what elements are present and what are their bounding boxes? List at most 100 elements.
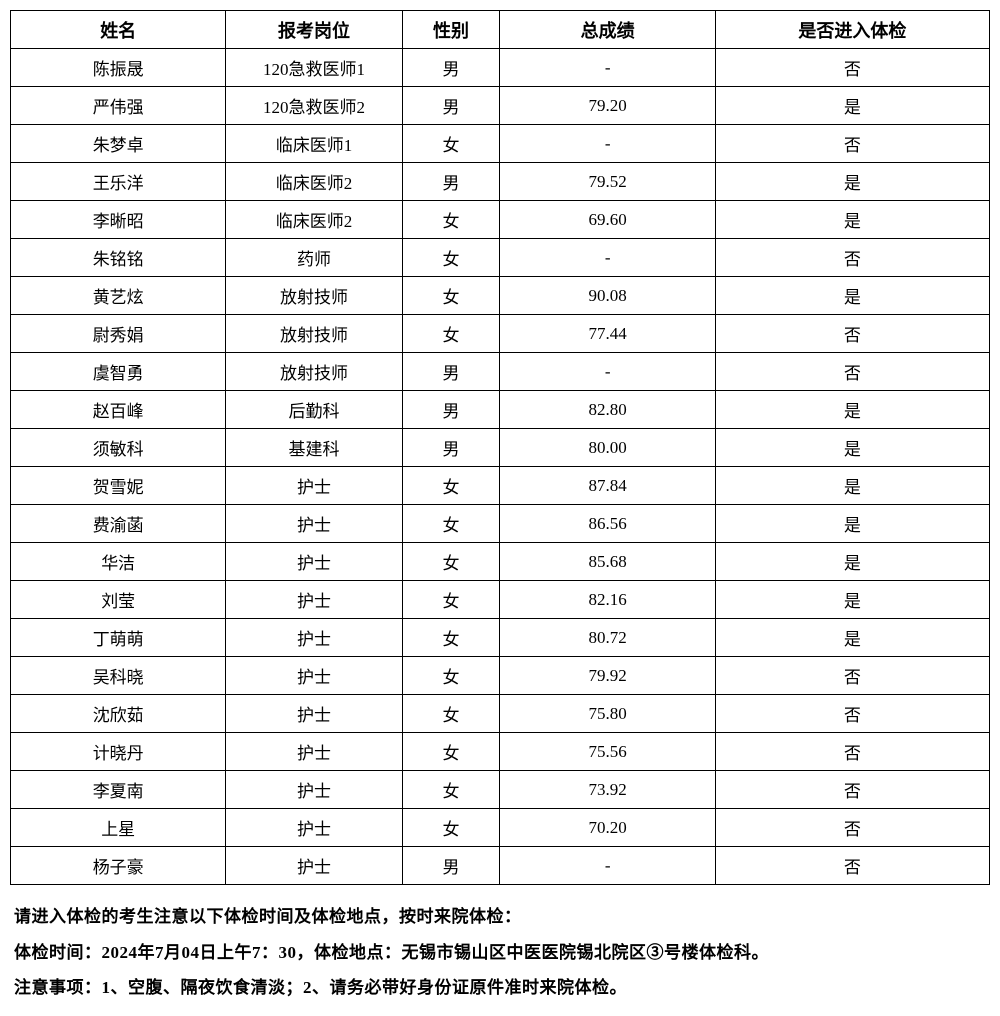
cell-name: 陈振晟: [11, 49, 226, 87]
cell-gender: 男: [402, 163, 500, 201]
cell-name: 贺雪妮: [11, 467, 226, 505]
cell-score: -: [500, 49, 715, 87]
cell-score: 79.92: [500, 657, 715, 695]
cell-position: 放射技师: [226, 315, 402, 353]
table-row: 沈欣茹护士女75.80否: [11, 695, 990, 733]
cell-result: 是: [715, 201, 989, 239]
col-header-name: 姓名: [11, 11, 226, 49]
cell-score: -: [500, 353, 715, 391]
cell-name: 刘莹: [11, 581, 226, 619]
cell-score: -: [500, 847, 715, 885]
table-row: 吴科晓护士女79.92否: [11, 657, 990, 695]
cell-result: 是: [715, 619, 989, 657]
cell-name: 朱铭铭: [11, 239, 226, 277]
cell-position: 护士: [226, 733, 402, 771]
table-row: 朱铭铭药师女-否: [11, 239, 990, 277]
cell-name: 严伟强: [11, 87, 226, 125]
cell-position: 护士: [226, 847, 402, 885]
cell-position: 120急救医师2: [226, 87, 402, 125]
cell-gender: 女: [402, 277, 500, 315]
table-row: 严伟强120急救医师2男79.20是: [11, 87, 990, 125]
cell-gender: 女: [402, 657, 500, 695]
notes-line-2: 体检时间：2024年7月04日上午7：30，体检地点：无锡市锡山区中医医院锡北院…: [14, 935, 990, 971]
table-row: 黄艺炫放射技师女90.08是: [11, 277, 990, 315]
col-header-result: 是否进入体检: [715, 11, 989, 49]
cell-name: 丁萌萌: [11, 619, 226, 657]
cell-score: 85.68: [500, 543, 715, 581]
cell-score: 90.08: [500, 277, 715, 315]
cell-name: 朱梦卓: [11, 125, 226, 163]
cell-position: 护士: [226, 467, 402, 505]
cell-result: 是: [715, 163, 989, 201]
cell-result: 否: [715, 657, 989, 695]
cell-score: 75.56: [500, 733, 715, 771]
cell-gender: 女: [402, 809, 500, 847]
cell-result: 是: [715, 581, 989, 619]
cell-position: 护士: [226, 505, 402, 543]
cell-score: 75.80: [500, 695, 715, 733]
cell-position: 护士: [226, 581, 402, 619]
table-row: 贺雪妮护士女87.84是: [11, 467, 990, 505]
table-row: 赵百峰后勤科男82.80是: [11, 391, 990, 429]
cell-position: 放射技师: [226, 353, 402, 391]
table-row: 陈振晟120急救医师1男-否: [11, 49, 990, 87]
cell-result: 是: [715, 87, 989, 125]
cell-position: 后勤科: [226, 391, 402, 429]
cell-position: 护士: [226, 771, 402, 809]
cell-gender: 男: [402, 87, 500, 125]
table-row: 计晓丹护士女75.56否: [11, 733, 990, 771]
cell-result: 是: [715, 505, 989, 543]
cell-result: 是: [715, 277, 989, 315]
cell-name: 计晓丹: [11, 733, 226, 771]
cell-gender: 女: [402, 619, 500, 657]
cell-name: 虞智勇: [11, 353, 226, 391]
cell-name: 上星: [11, 809, 226, 847]
cell-result: 是: [715, 391, 989, 429]
cell-result: 否: [715, 847, 989, 885]
table-row: 杨子豪护士男-否: [11, 847, 990, 885]
notes-line-1: 请进入体检的考生注意以下体检时间及体检地点，按时来院体检：: [14, 899, 990, 935]
cell-position: 临床医师2: [226, 201, 402, 239]
cell-position: 护士: [226, 543, 402, 581]
cell-position: 药师: [226, 239, 402, 277]
notes-section: 请进入体检的考生注意以下体检时间及体检地点，按时来院体检： 体检时间：2024年…: [10, 899, 990, 1006]
cell-score: 69.60: [500, 201, 715, 239]
cell-score: 82.16: [500, 581, 715, 619]
cell-score: -: [500, 125, 715, 163]
notes-line-3: 注意事项：1、空腹、隔夜饮食清淡；2、请务必带好身份证原件准时来院体检。: [14, 970, 990, 1006]
cell-score: 87.84: [500, 467, 715, 505]
cell-name: 黄艺炫: [11, 277, 226, 315]
cell-name: 费渝菡: [11, 505, 226, 543]
cell-position: 护士: [226, 657, 402, 695]
cell-gender: 男: [402, 391, 500, 429]
cell-gender: 女: [402, 505, 500, 543]
cell-gender: 女: [402, 467, 500, 505]
cell-position: 放射技师: [226, 277, 402, 315]
cell-name: 杨子豪: [11, 847, 226, 885]
table-row: 李晰昭临床医师2女69.60是: [11, 201, 990, 239]
cell-name: 尉秀娟: [11, 315, 226, 353]
cell-gender: 女: [402, 771, 500, 809]
col-header-score: 总成绩: [500, 11, 715, 49]
table-row: 尉秀娟放射技师女77.44否: [11, 315, 990, 353]
cell-result: 否: [715, 695, 989, 733]
cell-result: 否: [715, 239, 989, 277]
cell-gender: 男: [402, 429, 500, 467]
cell-score: 79.20: [500, 87, 715, 125]
cell-name: 王乐洋: [11, 163, 226, 201]
cell-result: 否: [715, 353, 989, 391]
cell-score: -: [500, 239, 715, 277]
cell-gender: 女: [402, 201, 500, 239]
cell-gender: 女: [402, 695, 500, 733]
cell-score: 80.00: [500, 429, 715, 467]
cell-gender: 女: [402, 125, 500, 163]
table-row: 华洁护士女85.68是: [11, 543, 990, 581]
cell-result: 否: [715, 771, 989, 809]
cell-result: 否: [715, 49, 989, 87]
cell-score: 86.56: [500, 505, 715, 543]
table-row: 朱梦卓临床医师1女-否: [11, 125, 990, 163]
cell-name: 李夏南: [11, 771, 226, 809]
cell-gender: 女: [402, 543, 500, 581]
cell-score: 70.20: [500, 809, 715, 847]
cell-gender: 女: [402, 315, 500, 353]
